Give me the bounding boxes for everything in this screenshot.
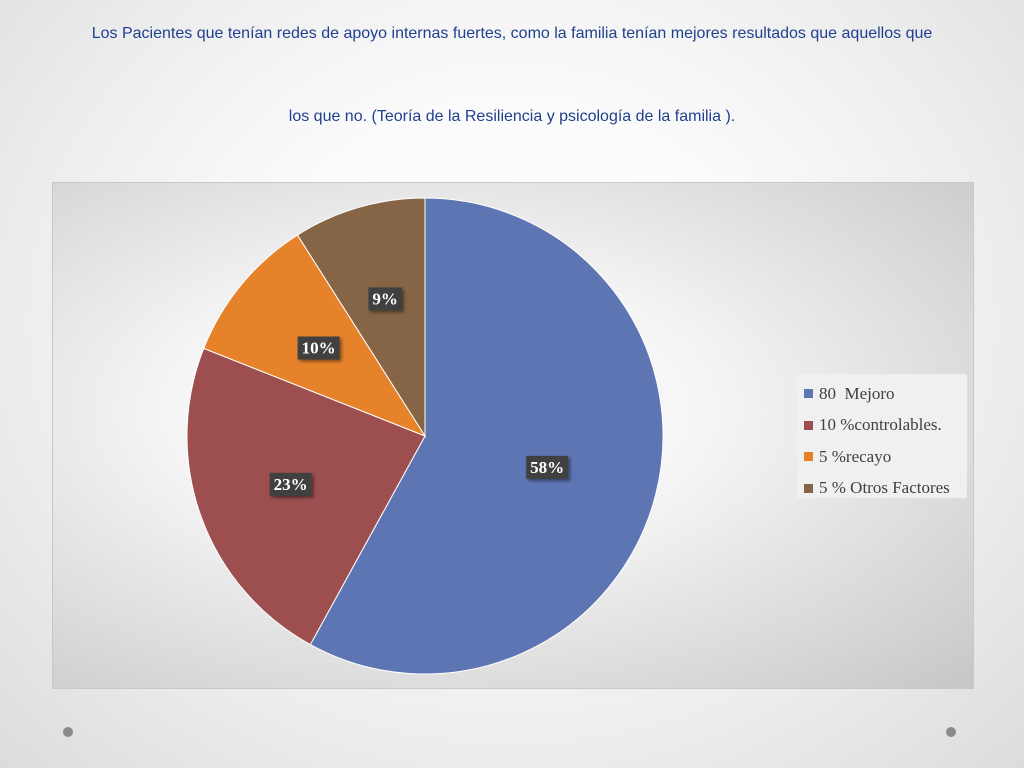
legend-label: 5 %recayo — [819, 446, 892, 466]
nav-dot-right — [946, 727, 956, 737]
legend-label: 80 Mejoro — [819, 383, 895, 403]
slide-title-line-1: Los Pacientes que tenían redes de apoyo … — [91, 25, 933, 42]
pie-data-label-box — [269, 472, 312, 496]
pie-slice — [203, 234, 427, 438]
legend-label: 10 %controlables. — [819, 415, 942, 435]
legend-swatch — [804, 483, 813, 493]
pie-data-label-box — [297, 336, 340, 360]
legend-swatch — [804, 452, 813, 462]
pie-data-labels: 58% 23% 10% 9% — [269, 287, 569, 496]
pie-data-label: 58% — [526, 455, 569, 479]
nav-dot-left — [63, 727, 73, 737]
slide-title-line-2: los que no. (Teoría de la Resiliencia y … — [288, 108, 736, 125]
pie-data-label-text: 23% — [274, 475, 308, 494]
pie-data-label: 23% — [269, 472, 312, 496]
pie-slice — [296, 197, 426, 438]
pie-data-label: 10% — [297, 336, 340, 360]
legend-swatch — [804, 389, 813, 399]
legend-item: 5 % Otros Factores — [804, 473, 967, 505]
legend-item: 80 Mejoro — [804, 378, 967, 410]
pie-data-label-text: 58% — [530, 458, 564, 477]
legend-item: 5 %recayo — [804, 441, 967, 473]
pie-data-label-text: 9% — [372, 289, 398, 308]
pie-data-label: 9% — [368, 287, 402, 311]
pie-slice — [309, 197, 664, 675]
legend-item: 10 %controlables. — [804, 410, 967, 442]
pie-slice — [186, 347, 426, 646]
pie-data-label-text: 10% — [302, 339, 336, 358]
chart-area: 58% 23% 10% 9% 80 Mejoro 10 %controlables. … — [52, 182, 974, 689]
legend-label: 5 % Otros Factores — [819, 478, 950, 498]
pie-chart: 58% 23% 10% 9% — [186, 197, 664, 675]
legend-swatch — [804, 420, 813, 430]
pie-data-label-box — [526, 455, 569, 479]
pie-data-label-box — [368, 287, 402, 311]
pie-slices — [186, 197, 664, 675]
chart-legend: 80 Mejoro 10 %controlables. 5 %recayo 5 … — [797, 374, 967, 498]
